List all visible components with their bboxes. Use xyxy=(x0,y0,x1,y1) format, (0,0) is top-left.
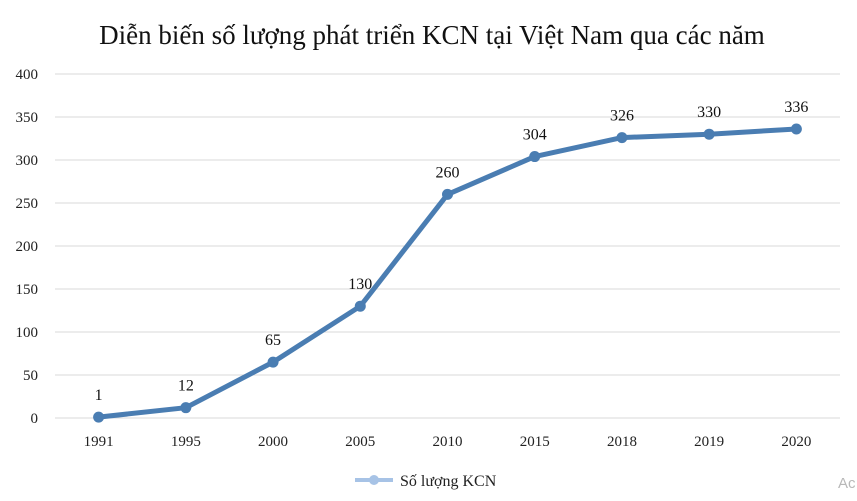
data-label: 336 xyxy=(784,99,808,116)
x-tick-label: 2015 xyxy=(520,434,550,450)
data-point xyxy=(354,300,366,312)
x-tick-label: 2005 xyxy=(345,434,375,450)
y-tick-label: 400 xyxy=(16,67,39,83)
data-points xyxy=(93,123,802,423)
data-point xyxy=(267,356,279,368)
y-tick-label: 200 xyxy=(16,239,39,255)
y-tick-label: 50 xyxy=(23,368,38,384)
legend-marker-icon xyxy=(369,475,379,485)
y-tick-label: 350 xyxy=(16,110,39,126)
data-point xyxy=(180,402,192,414)
data-label: 65 xyxy=(265,332,281,349)
x-tick-label: 1991 xyxy=(84,434,114,450)
data-point xyxy=(442,188,453,200)
y-tick-label: 250 xyxy=(16,196,39,212)
y-tick-label: 150 xyxy=(16,282,39,298)
y-tick-label: 300 xyxy=(16,153,39,169)
data-label: 326 xyxy=(610,108,634,125)
data-point xyxy=(616,132,628,144)
data-label: 330 xyxy=(697,104,721,121)
data-label: 1 xyxy=(95,387,103,404)
x-axis: 1991 1995 2000 2005 2010 2015 2018 2019 2020 xyxy=(84,434,812,450)
watermark-text: Ac xyxy=(838,475,856,492)
y-tick-label: 100 xyxy=(16,325,39,341)
chart-title: Diễn biến số lượng phát triển KCN tại Vi… xyxy=(99,20,765,50)
x-tick-label: 2020 xyxy=(781,434,811,450)
x-tick-label: 1995 xyxy=(171,434,201,450)
x-tick-label: 2018 xyxy=(607,434,637,450)
data-label: 304 xyxy=(523,127,547,144)
data-label: 130 xyxy=(348,276,372,293)
data-labels: 1 12 65 130 260 304 326 330 336 xyxy=(95,99,809,404)
data-label: 12 xyxy=(178,378,194,395)
x-tick-label: 2000 xyxy=(258,434,288,450)
data-label: 260 xyxy=(436,164,460,181)
x-tick-label: 2010 xyxy=(433,434,463,450)
data-point xyxy=(790,123,802,135)
gridlines xyxy=(55,73,840,419)
data-point xyxy=(93,411,105,423)
data-point xyxy=(703,128,715,140)
y-tick-label: 0 xyxy=(31,411,39,427)
data-point xyxy=(529,151,541,163)
x-tick-label: 2019 xyxy=(694,434,724,450)
y-axis: 0 50 100 150 200 250 300 350 400 xyxy=(16,67,39,427)
legend-label: Số lượng KCN xyxy=(400,473,497,490)
legend: Số lượng KCN xyxy=(355,473,497,490)
